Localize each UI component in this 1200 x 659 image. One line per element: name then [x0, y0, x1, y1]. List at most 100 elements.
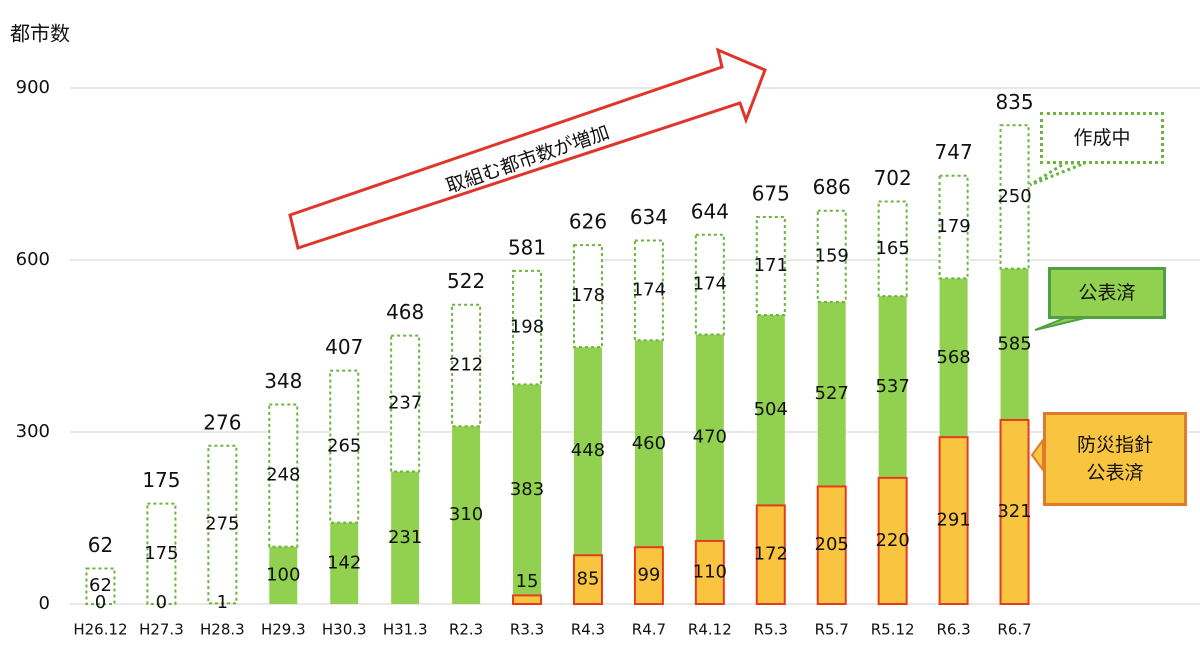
bar-guideline [512, 594, 543, 606]
value-label: 165 [875, 238, 909, 259]
x-tick-label: H26.12 [73, 621, 127, 639]
value-label: 291 [936, 510, 970, 531]
value-label: 383 [510, 479, 544, 500]
value-label: 568 [936, 347, 970, 368]
bar-pending [512, 269, 543, 386]
x-tick-label: R6.7 [997, 621, 1031, 639]
legend-pending: 作成中 [1040, 112, 1164, 164]
value-label: 175 [144, 543, 178, 564]
value-label: 265 [327, 436, 361, 457]
trend-arrow [288, 47, 767, 250]
value-label: 220 [875, 530, 909, 551]
bar-guideline [755, 504, 786, 605]
value-label: 159 [815, 245, 849, 266]
value-label: 178 [571, 285, 605, 306]
value-label: 99 [637, 565, 660, 586]
total-label: 835 [995, 90, 1033, 114]
value-label: 179 [936, 216, 970, 237]
total-label: 581 [508, 235, 546, 259]
value-label: 15 [516, 571, 539, 592]
total-label: 626 [569, 210, 607, 234]
value-label: 171 [754, 255, 788, 276]
value-label: 537 [875, 376, 909, 397]
total-label: 468 [386, 300, 424, 324]
legend-published: 公表済 [1048, 267, 1166, 319]
total-label: 407 [325, 335, 363, 359]
value-label: 448 [571, 440, 605, 461]
bar-pending [572, 244, 603, 349]
x-tick-label: R5.12 [871, 621, 915, 639]
bar-pending [816, 209, 847, 303]
total-label: 348 [264, 369, 302, 393]
total-label: 522 [447, 269, 485, 293]
bar-guideline [694, 539, 725, 606]
value-label: 212 [449, 354, 483, 375]
value-label: 142 [327, 552, 361, 573]
value-label: 321 [997, 501, 1031, 522]
value-label: 0 [156, 592, 167, 613]
bar-published [330, 522, 359, 604]
y-tick-label: 300 [16, 421, 50, 442]
value-label: 231 [388, 527, 422, 548]
value-label: 110 [693, 561, 727, 582]
x-tick-label: H28.3 [200, 621, 245, 639]
x-tick-label: R5.3 [754, 621, 788, 639]
bar-guideline [999, 418, 1030, 605]
total-label: 675 [752, 182, 790, 206]
y-axis-title: 都市数 [10, 22, 70, 46]
total-label: 686 [813, 175, 851, 199]
total-label: 747 [935, 140, 973, 164]
bar-published [513, 384, 542, 604]
x-tick-label: H27.3 [139, 621, 184, 639]
x-tick-label: R4.12 [688, 621, 732, 639]
value-label: 1 [217, 592, 228, 613]
value-label: 62 [89, 575, 112, 596]
pointer [1030, 436, 1044, 474]
value-label: 205 [815, 534, 849, 555]
bar-pending [207, 444, 238, 605]
bar-guideline [572, 554, 603, 605]
bar-guideline [938, 436, 969, 605]
bar-pending [85, 567, 116, 605]
value-label: 275 [205, 514, 239, 535]
value-label: 237 [388, 393, 422, 414]
y-tick-label: 0 [39, 593, 50, 614]
value-label: 504 [754, 399, 788, 420]
bar-pending [694, 233, 725, 336]
total-label: 634 [630, 205, 668, 229]
value-label: 198 [510, 317, 544, 338]
x-tick-label: H31.3 [383, 621, 428, 639]
bar-pending [146, 502, 177, 605]
bar-pending [755, 216, 786, 317]
value-label: 250 [997, 186, 1031, 207]
bar-pending [329, 369, 360, 524]
value-label: 248 [266, 465, 300, 486]
bar-pending [877, 200, 908, 298]
bar-pending [633, 239, 664, 342]
bar-published [269, 546, 298, 604]
value-label: 100 [266, 564, 300, 585]
total-label: 702 [874, 166, 912, 190]
value-label: 0 [95, 592, 106, 613]
y-tick-label: 600 [16, 249, 50, 270]
value-label: 460 [632, 433, 666, 454]
total-label: 644 [691, 199, 729, 223]
bar-guideline [877, 476, 908, 605]
y-tick-label: 900 [16, 77, 50, 98]
value-label: 310 [449, 504, 483, 525]
x-tick-label: H29.3 [261, 621, 306, 639]
pointer [1034, 317, 1086, 331]
value-label: 585 [997, 333, 1031, 354]
x-tick-label: R2.3 [449, 621, 483, 639]
total-label: 62 [88, 533, 113, 557]
value-label: 527 [815, 383, 849, 404]
bar-pending [268, 403, 299, 548]
total-label: 175 [142, 468, 180, 492]
value-label: 85 [577, 569, 600, 590]
bar-published [391, 471, 420, 604]
bar-guideline [633, 546, 664, 605]
x-tick-label: R3.3 [510, 621, 544, 639]
value-label: 172 [754, 544, 788, 565]
